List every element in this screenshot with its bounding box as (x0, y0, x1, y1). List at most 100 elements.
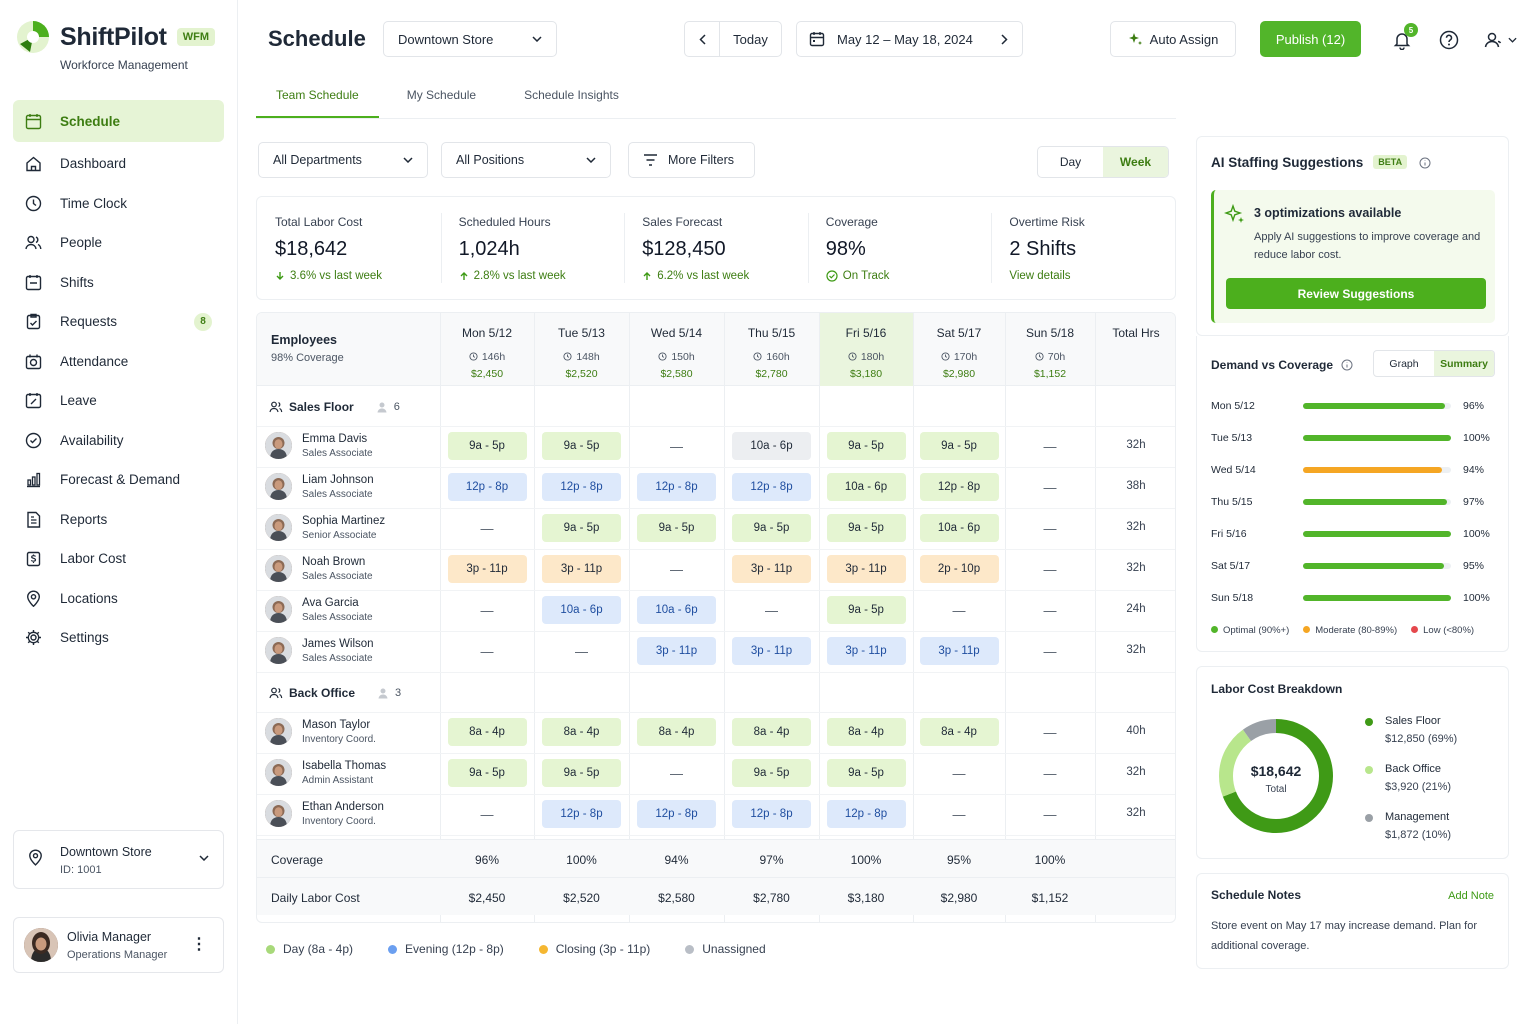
sidebar-item-reports[interactable]: Reports (13, 500, 224, 540)
day-header[interactable]: Tue 5/13 148h $2,520 (534, 313, 629, 386)
store-select[interactable]: Downtown Store (383, 21, 557, 57)
shift-block[interactable]: 12p - 8p (542, 473, 621, 501)
empty-shift-cell[interactable]: — (1043, 479, 1057, 495)
shift-block[interactable]: 8a - 4p (826, 718, 906, 746)
employee-cell[interactable]: Sophia Martinez Senior Associate (265, 514, 385, 541)
day-header[interactable]: Sun 5/18 70h $1,152 (1005, 313, 1095, 386)
add-note-button[interactable]: Add Note (1448, 890, 1494, 902)
shift-block[interactable]: 9a - 5p (542, 514, 621, 542)
sidebar-item-requests[interactable]: Requests 8 (13, 302, 224, 342)
day-header[interactable]: Sat 5/17 170h $2,980 (913, 313, 1005, 386)
shift-block[interactable]: 9a - 5p (447, 759, 527, 787)
empty-shift-cell[interactable]: — (1043, 602, 1057, 618)
sidebar-item-labor-cost[interactable]: Labor Cost (13, 539, 224, 579)
empty-shift-cell[interactable]: — (1043, 520, 1057, 536)
employee-cell[interactable]: Noah Brown Sales Associate (265, 555, 373, 582)
empty-shift-cell[interactable]: — (1043, 438, 1057, 454)
day-header[interactable]: Mon 5/12 146h $2,450 (440, 313, 534, 386)
graph-toggle[interactable]: Graph (1389, 357, 1419, 370)
empty-shift-cell[interactable]: — (952, 602, 966, 618)
shift-block[interactable]: 9a - 5p (826, 759, 906, 787)
shift-block[interactable]: 9a - 5p (447, 432, 527, 460)
auto-assign-button[interactable]: Auto Assign (1110, 21, 1236, 57)
employee-cell[interactable]: James Wilson Sales Associate (265, 637, 374, 664)
shift-block[interactable]: 9a - 5p (919, 432, 999, 460)
kpi-overtime-risk[interactable]: Overtime Risk 2 Shifts View details (991, 197, 1175, 299)
shift-block[interactable]: 10a - 6p (637, 596, 716, 624)
notifications-button[interactable]: 5 (1392, 23, 1418, 53)
shift-block[interactable]: 3p - 11p (919, 637, 999, 665)
employee-cell[interactable]: Liam Johnson Sales Associate (265, 473, 374, 500)
shift-block[interactable]: 9a - 5p (542, 432, 621, 460)
tab-my-schedule[interactable]: My Schedule (406, 88, 477, 102)
shift-block[interactable]: 9a - 5p (826, 432, 906, 460)
shift-block[interactable]: 10a - 6p (919, 514, 999, 542)
tab-schedule-insights[interactable]: Schedule Insights (524, 88, 619, 102)
shift-block[interactable]: 12p - 8p (732, 800, 811, 828)
empty-shift-cell[interactable]: — (1043, 643, 1057, 659)
shift-block[interactable]: 10a - 6p (732, 432, 811, 460)
date-range-picker[interactable]: May 12 – May 18, 2024 (796, 21, 1023, 57)
day-header[interactable]: Wed 5/14 150h $2,580 (629, 313, 724, 386)
shift-block[interactable]: 3p - 11p (732, 555, 811, 583)
shift-block[interactable]: 8a - 4p (542, 718, 621, 746)
shift-block[interactable]: 12p - 8p (542, 800, 621, 828)
shift-block[interactable]: 9a - 5p (826, 596, 906, 624)
publish-button[interactable]: Publish (12) (1260, 21, 1361, 57)
sidebar-item-forecast-demand[interactable]: Forecast & Demand (13, 460, 224, 500)
empty-shift-cell[interactable]: — (952, 765, 966, 781)
shift-block[interactable]: 12p - 8p (919, 473, 999, 501)
empty-shift-cell[interactable]: — (480, 806, 494, 822)
shift-block[interactable]: 9a - 5p (826, 514, 906, 542)
shift-block[interactable]: 3p - 11p (447, 555, 527, 583)
sidebar-item-dashboard[interactable]: Dashboard (13, 144, 224, 184)
more-filters-button[interactable]: More Filters (628, 142, 755, 178)
kpi-delta[interactable]: View details (1009, 270, 1175, 282)
group-header-sales-floor[interactable]: Sales Floor 6 (269, 400, 400, 414)
chevron-right-icon[interactable] (1001, 33, 1008, 45)
shift-block[interactable]: 12p - 8p (732, 473, 811, 501)
positions-filter[interactable]: All Positions (441, 142, 611, 178)
empty-shift-cell[interactable]: — (952, 806, 966, 822)
summary-toggle[interactable]: Summary (1434, 351, 1494, 376)
shift-block[interactable]: 8a - 4p (919, 718, 999, 746)
employee-cell[interactable]: Ava Garcia Sales Associate (265, 596, 373, 623)
shift-block[interactable]: 9a - 5p (732, 514, 811, 542)
shift-block[interactable]: 9a - 5p (732, 759, 811, 787)
sidebar-item-leave[interactable]: Leave (13, 381, 224, 421)
empty-shift-cell[interactable]: — (670, 765, 683, 781)
view-day-button[interactable]: Day (1059, 155, 1082, 169)
empty-shift-cell[interactable]: — (670, 561, 683, 577)
store-switcher[interactable]: Downtown Store ID: 1001 (13, 830, 224, 889)
empty-shift-cell[interactable]: — (1043, 765, 1057, 781)
info-icon[interactable] (1341, 359, 1353, 371)
empty-shift-cell[interactable]: — (1043, 806, 1057, 822)
employee-cell[interactable]: Emma Davis Sales Associate (265, 432, 373, 459)
shift-block[interactable]: 12p - 8p (447, 473, 527, 501)
tab-team-schedule[interactable]: Team Schedule (256, 78, 379, 118)
sidebar-item-availability[interactable]: Availability (13, 421, 224, 461)
employee-cell[interactable]: Ethan Anderson Inventory Coord. (265, 800, 384, 827)
departments-filter[interactable]: All Departments (258, 142, 428, 178)
sidebar-item-attendance[interactable]: Attendance (13, 342, 224, 382)
app-logo[interactable]: ShiftPilot WFM (16, 20, 215, 54)
info-icon[interactable] (1419, 157, 1431, 169)
shift-block[interactable]: 3p - 11p (826, 637, 906, 665)
review-suggestions-button[interactable]: Review Suggestions (1226, 278, 1486, 309)
today-button[interactable]: Today (719, 21, 782, 57)
empty-shift-cell[interactable]: — (670, 438, 683, 454)
shift-block[interactable]: 8a - 4p (732, 718, 811, 746)
empty-shift-cell[interactable]: — (480, 602, 494, 618)
employee-cell[interactable]: Isabella Thomas Admin Assistant (265, 759, 386, 786)
more-options-icon[interactable]: ⋮ (191, 936, 207, 953)
prev-week-button[interactable] (684, 21, 720, 57)
shift-block[interactable]: 3p - 11p (637, 637, 716, 665)
shift-block[interactable]: 8a - 4p (447, 718, 527, 746)
sidebar-item-shifts[interactable]: Shifts (13, 263, 224, 303)
empty-shift-cell[interactable]: — (1043, 561, 1057, 577)
empty-shift-cell[interactable]: — (765, 602, 778, 618)
employee-cell[interactable]: Mason Taylor Inventory Coord. (265, 718, 376, 745)
sidebar-item-locations[interactable]: Locations (13, 579, 224, 619)
shift-block[interactable]: 12p - 8p (826, 800, 906, 828)
user-profile[interactable]: Olivia Manager Operations Manager ⋮ (13, 917, 224, 973)
